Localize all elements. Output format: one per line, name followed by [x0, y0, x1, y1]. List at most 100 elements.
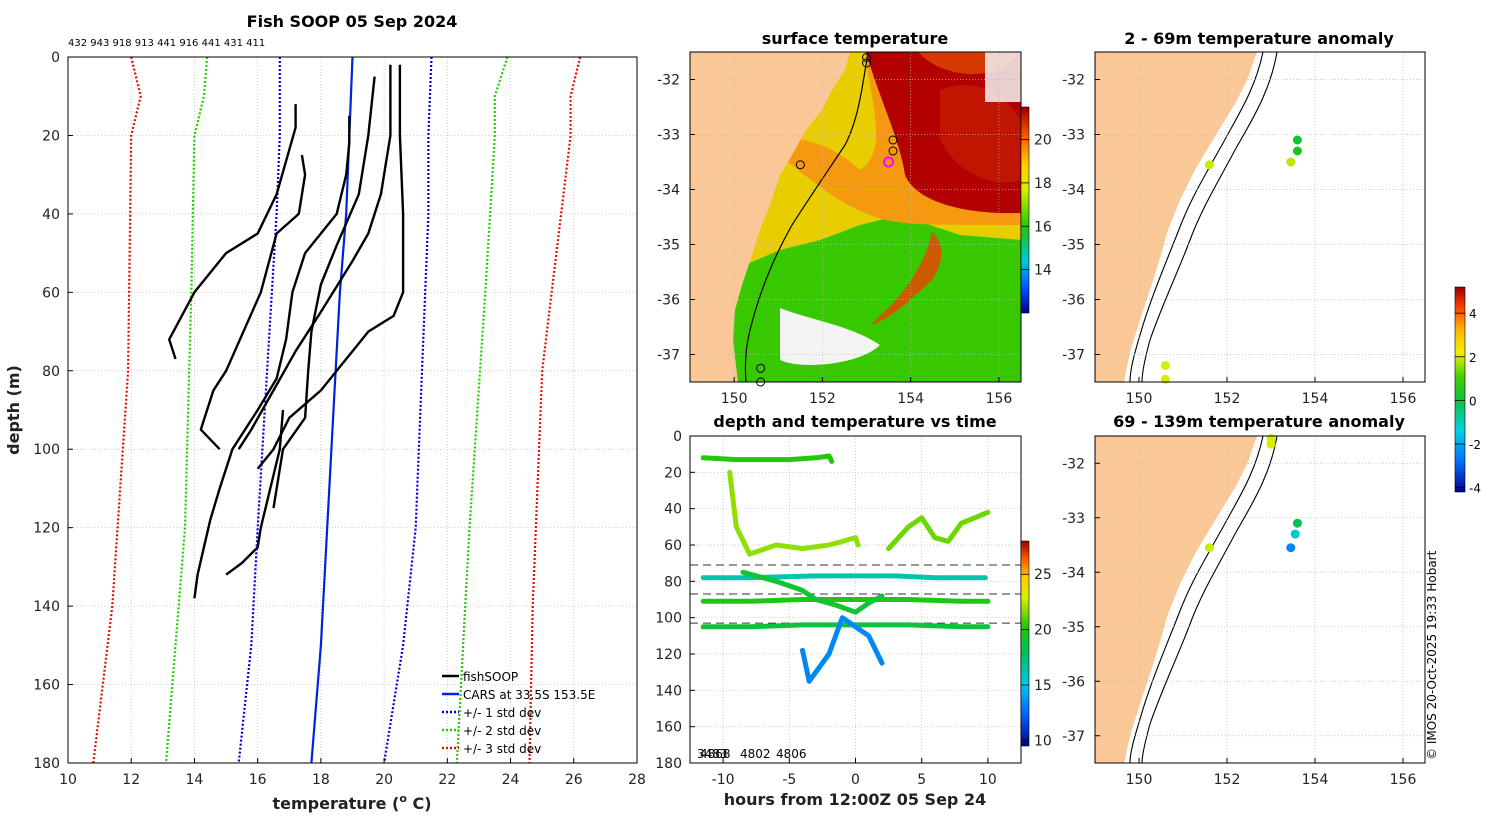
profile-xlabel-sup: o [399, 792, 407, 805]
time-title: depth and temperature vs time [713, 412, 996, 431]
time-colorbar [1020, 540, 1030, 747]
anomaly-shallow-point [1286, 157, 1296, 167]
profile-x-tick-label: 10 [59, 772, 77, 788]
anomaly-colorbar-tick-label: 4 [1469, 307, 1477, 321]
time-colorbar-tick-label: 10 [1034, 733, 1052, 749]
profile-y-tick-label: 180 [33, 756, 60, 772]
anomaly-shallow-point [1160, 361, 1170, 370]
profile-xlabel-end: C) [407, 794, 432, 813]
sst-map-y-tick-label: -34 [657, 183, 680, 199]
anomaly-deep-isobath-1 [1129, 436, 1264, 763]
profile-x-tick-label: 14 [186, 772, 204, 788]
profile-y-tick-label: 40 [42, 207, 60, 223]
sst-map-title: surface temperature [762, 29, 949, 48]
anomaly-shallow-isobath-1 [1129, 52, 1264, 382]
anomaly-shallow-y-tick-label: -33 [1062, 128, 1085, 144]
anomaly-shallow-y-tick-label: -36 [1062, 293, 1085, 309]
anomaly-colorbar-tick-label: -4 [1469, 482, 1481, 496]
time-colorbar-tick-label: 25 [1034, 567, 1052, 583]
anomaly-shallow-point [1204, 160, 1214, 170]
profile-series--1-std-dev-1 [383, 57, 433, 763]
anomaly-deep-point [1204, 543, 1214, 553]
profile-series--3-std-dev-5 [528, 57, 582, 763]
time-y-tick-label: 0 [673, 429, 682, 445]
anomaly-deep-panel: 150 152 154 156 -32 -33 -34 -35 -36 -37 69 - 139m… [1062, 286, 1481, 788]
profile-y-tick-label: 120 [33, 521, 60, 537]
profile-series--2-std-dev-3 [455, 57, 509, 763]
anomaly-deep-x-tick-label: 156 [1390, 772, 1417, 788]
sst-station-marker [862, 58, 872, 68]
time-annotation-1: 3483 [697, 747, 728, 761]
sst-map-y-tick-label: -36 [657, 293, 680, 309]
profile-lines [92, 57, 582, 763]
sst-station-marker [862, 53, 872, 62]
legend-entry-std2: +/- 2 std dev [463, 724, 541, 738]
anomaly-deep-point [1290, 529, 1300, 539]
time-y-tick-label: 40 [664, 502, 682, 518]
sst-warm-filament [870, 232, 942, 325]
legend-entry-std1: +/- 1 std dev [463, 706, 541, 720]
profile-x-tick-label: 16 [249, 772, 267, 788]
profile-series-fishsoop-12 [167, 104, 297, 360]
time-dashed-lines [690, 564, 1021, 624]
anomaly-deep-land [1095, 436, 1257, 763]
profile-series-fishsoop-10 [193, 115, 351, 599]
profile-x-tick-label: 20 [375, 772, 393, 788]
anomaly-deep-y-tick-label: -33 [1062, 511, 1085, 527]
profile-ticks: 10 12 14 16 18 20 22 24 26 28 0 20 40 60 80 100 120 140 16… [33, 50, 646, 788]
time-track-a [700, 453, 835, 464]
time-y-tick-label: 180 [655, 756, 682, 772]
anomaly-shallow-grid [1095, 52, 1425, 382]
profile-series-fishsoop-8 [237, 64, 392, 450]
profile-series--1-std-dev-2 [237, 57, 281, 763]
time-x-tick-label: 0 [851, 772, 860, 788]
anomaly-colorbar-tick-label: 2 [1469, 351, 1477, 365]
anomaly-shallow-frame [1094, 51, 1426, 383]
sst-map-x-tick-label: 156 [986, 391, 1013, 407]
sst-isobath [744, 52, 869, 382]
anomaly-shallow-map [1095, 52, 1278, 382]
anomaly-deep-y-tick-label: -35 [1062, 620, 1085, 636]
profile-frame [67, 56, 638, 764]
sst-cloud-patch [985, 52, 1021, 102]
profile-y-tick-label: 140 [33, 599, 60, 615]
anomaly-shallow-y-tick-label: -34 [1062, 183, 1085, 199]
time-track-d [700, 622, 991, 630]
profile-x-tick-label: 18 [312, 772, 330, 788]
profile-xlabel: temperature (o C) [272, 792, 431, 813]
anomaly-deep-point [1266, 439, 1276, 449]
anomaly-deep-x-tick-label: 150 [1126, 772, 1153, 788]
time-y-tick-label: 160 [655, 720, 682, 736]
anomaly-colorbar-tick-label: 0 [1469, 394, 1477, 408]
anomaly-shallow-panel: 150 152 154 156 -32 -33 -34 -35 -36 -37 2 - 69m t… [1062, 29, 1426, 408]
anomaly-shallow-y-tick-label: -37 [1062, 348, 1085, 364]
time-x-tick-label: 10 [979, 772, 997, 788]
legend-entry-cars: CARS at 33.5S 153.5E [463, 688, 595, 702]
profile-y-tick-label: 80 [42, 364, 60, 380]
anomaly-shallow-ticks: 150 152 154 156 -32 -33 -34 -35 -36 -37 [1062, 73, 1416, 408]
profile-x-tick-label: 22 [438, 772, 456, 788]
time-y-tick-label: 100 [655, 611, 682, 627]
profile-x-tick-label: 12 [122, 772, 140, 788]
legend-entry-fishsoop: fishSOOP [463, 670, 518, 684]
anomaly-shallow-point [1292, 135, 1302, 145]
time-annotation-3: 4802 [740, 747, 771, 761]
anomaly-deep-grid [1095, 436, 1425, 763]
sst-eddy-ring [940, 84, 1021, 183]
anomaly-deep-point [1286, 543, 1296, 553]
anomaly-deep-frame [1094, 435, 1426, 764]
profile-series--2-std-dev-4 [164, 57, 209, 763]
profile-series-fishsoop-9 [272, 76, 376, 509]
profile-y-tick-label: 20 [42, 128, 60, 144]
sst-colorbar-tick-label: 18 [1034, 176, 1052, 192]
sst-map-y-tick-label: -32 [657, 73, 680, 89]
anomaly-deep-y-tick-label: -37 [1062, 729, 1085, 745]
anomaly-colorbar [1454, 286, 1466, 493]
time-y-tick-label: 20 [664, 465, 682, 481]
anomaly-deep-title: 69 - 139m temperature anomaly [1113, 412, 1405, 431]
anomaly-shallow-isobath-2 [1141, 52, 1278, 382]
sst-cloud-gap [780, 308, 880, 365]
time-track-c [700, 597, 991, 604]
time-colorbar-ticks: 10 15 20 25 [1021, 567, 1052, 749]
